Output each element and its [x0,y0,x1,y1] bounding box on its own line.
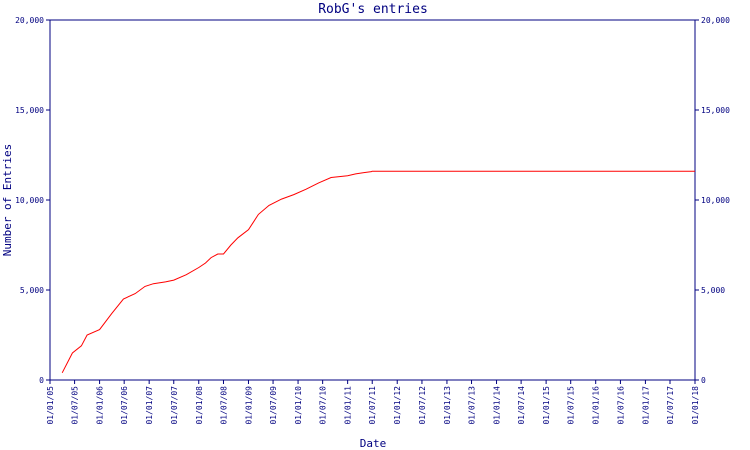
plot-frame [49,19,696,381]
y-tick-label-right: 5,000 [701,286,725,295]
x-tick-label: 01/01/14 [493,386,502,425]
x-tick-label: 01/01/08 [195,386,204,425]
x-tick-label: 01/01/18 [691,386,700,425]
x-tick-label: 01/07/17 [666,386,675,425]
x-tick-label: 01/01/16 [592,386,601,425]
x-tick-label: 01/01/17 [641,386,650,425]
x-tick-label: 01/07/12 [418,386,427,425]
x-tick-label: 01/01/09 [244,386,253,425]
x-tick-label: 01/07/07 [170,386,179,425]
x-tick-label: 01/07/13 [468,386,477,425]
x-axis: 01/01/05 01/07/05 01/01/06 01/07/06 01/01/07… [46,380,700,425]
x-tick-label: 01/01/15 [542,386,551,425]
x-tick-label: 01/07/05 [71,386,80,425]
series-line [61,170,695,374]
x-tick-label: 01/07/15 [567,386,576,425]
y-axis-label: Number of Entries [1,144,14,257]
y-tick-label-right: 0 [701,376,706,385]
x-axis-label: Date [360,437,387,450]
x-tick-label: 01/01/12 [393,386,402,425]
chart-title: RobG's entries [318,2,428,17]
x-tick-label: 01/01/13 [443,386,452,425]
x-tick-label: 01/01/05 [46,386,55,425]
x-tick-label: 01/07/11 [368,386,377,425]
x-tick-label: 01/07/08 [219,386,228,425]
x-tick-label: 01/01/07 [145,386,154,425]
y-tick-label-right: 15,000 [701,106,730,115]
x-tick-label: 01/07/16 [616,386,625,425]
y-axis-right: 0 5,000 10,000 15,000 20,000 [695,16,730,385]
x-tick-label: 01/01/11 [344,386,353,425]
y-tick-label-left: 0 [39,376,44,385]
y-tick-label-left: 15,000 [15,106,44,115]
y-tick-label-left: 20,000 [15,16,44,25]
x-tick-label: 01/07/06 [120,386,129,425]
x-tick-label: 01/07/14 [517,386,526,425]
y-tick-label-left: 10,000 [15,196,44,205]
y-tick-label-right: 10,000 [701,196,730,205]
x-tick-label: 01/01/06 [96,386,105,425]
y-tick-label-left: 5,000 [20,286,44,295]
x-tick-label: 01/07/09 [269,386,278,425]
x-tick-label: 01/01/10 [294,386,303,425]
x-tick-label: 01/07/10 [319,386,328,425]
y-tick-label-right: 20,000 [701,16,730,25]
y-axis-left: 0 5,000 10,000 15,000 20,000 [15,16,50,385]
